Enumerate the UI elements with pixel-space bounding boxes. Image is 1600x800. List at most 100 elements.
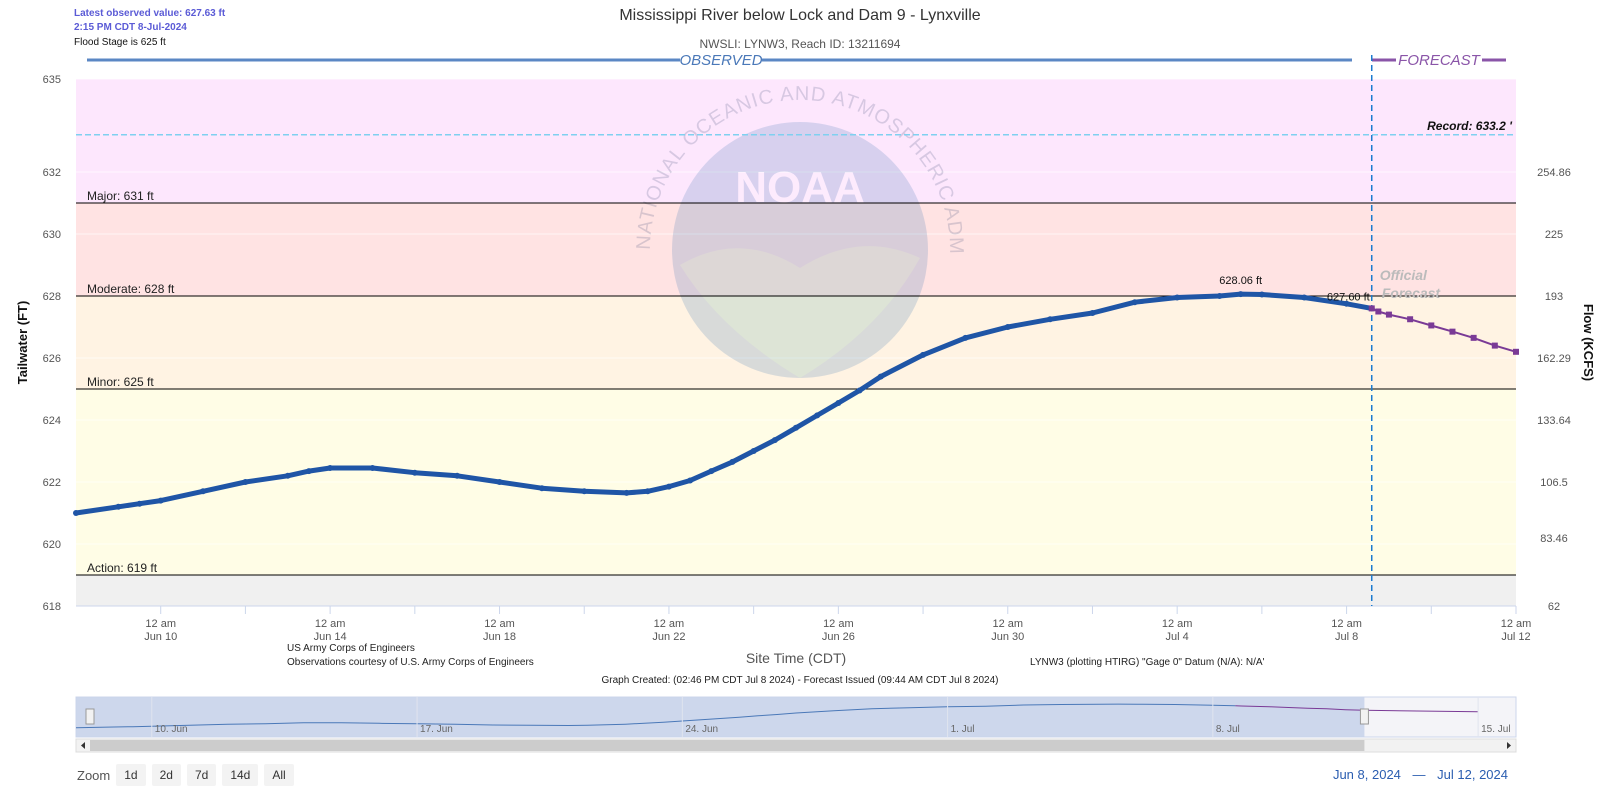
observed-point [1237, 291, 1244, 298]
zoom-bar: Zoom 1d 2d 7d 14d All [77, 764, 294, 786]
observed-point [708, 468, 715, 475]
x-axis-title: Site Time (CDT) [746, 650, 846, 666]
y-tick-label: 632 [43, 167, 61, 179]
observed-point [454, 472, 461, 479]
navigator-right-handle[interactable] [1359, 708, 1369, 725]
latest-time-text: 2:15 PM CDT 8-Jul-2024 [74, 22, 187, 33]
watermark-circle [672, 122, 928, 378]
y-tick-label: 620 [43, 539, 61, 551]
scroll-left-arrow-icon [81, 742, 85, 749]
credit-observations: Observations courtesy of U.S. Army Corps… [287, 657, 534, 668]
y-axis-title-left: Tailwater (FT) [15, 301, 30, 385]
observed-point [1301, 294, 1308, 301]
navigator-selection [76, 697, 1365, 737]
observed-point [856, 387, 863, 394]
latest-value-label: 627.60 ft [1327, 291, 1370, 303]
observed-point [877, 373, 884, 380]
forecast-point [1491, 342, 1498, 349]
observed-point [305, 468, 312, 475]
official-forecast-label: Official [1380, 267, 1428, 283]
y-tick-label: 635 [43, 74, 61, 86]
y2-tick-label: 106.5 [1540, 477, 1568, 489]
x-tick-label: 12 am [315, 618, 346, 630]
observed-point [200, 488, 207, 495]
x-tick-label: Jul 12 [1501, 631, 1530, 643]
navigator-left-handle[interactable] [85, 708, 95, 725]
navigator-label: 10. Jun [155, 724, 188, 735]
zoom-14d-button[interactable]: 14d [222, 764, 259, 786]
x-tick-label: 12 am [1501, 618, 1532, 630]
x-tick-label: 12 am [654, 618, 685, 630]
observed-point [1047, 316, 1054, 323]
x-tick-label: Jun 18 [483, 631, 516, 643]
flood-stage-text: Flood Stage is 625 ft [74, 37, 166, 48]
x-tick-label: Jun 10 [144, 631, 177, 643]
zoom-label: Zoom [77, 767, 111, 783]
navigator-label: 8. Jul [1216, 724, 1240, 735]
zoom-2d-button[interactable]: 2d [151, 764, 181, 786]
observed-point [1258, 291, 1265, 298]
forecast-point [1407, 316, 1414, 323]
observed-point [920, 351, 927, 358]
x-tick-label: 12 am [992, 618, 1023, 630]
observed-point [1089, 310, 1096, 317]
forecast-point [1513, 348, 1519, 355]
y2-tick-label: 254.86 [1537, 167, 1571, 179]
forecast-point [1449, 328, 1456, 335]
navigator-label: 24. Jun [685, 724, 718, 735]
scroll-right-arrow-icon [1507, 742, 1511, 749]
observed-point [962, 334, 969, 341]
observed-point [1004, 324, 1011, 330]
max-value-label: 628.06 ft [1219, 275, 1262, 287]
x-tick-label: 12 am [1331, 618, 1362, 630]
x-tick-label: 12 am [145, 618, 176, 630]
navigator-forecast-line [1235, 705, 1479, 713]
observed-point [538, 485, 545, 492]
observed-point [327, 465, 334, 472]
x-tick-label: 12 am [484, 618, 515, 630]
forecast-point [1375, 308, 1382, 315]
observed-header: OBSERVED [679, 52, 762, 69]
y-tick-label: 624 [43, 415, 61, 427]
range-from[interactable]: Jun 8, 2024 [1332, 767, 1401, 782]
range-separator: — [1412, 767, 1426, 782]
observed-point [793, 424, 799, 431]
navigator-label: 1. Jul [951, 724, 975, 735]
observed-point [73, 510, 79, 516]
y2-tick-label: 62 [1548, 601, 1560, 613]
forecast-point [1470, 334, 1477, 341]
zoom-7d-button[interactable]: 7d [186, 764, 217, 786]
forecast-point [1368, 305, 1375, 312]
observed-point [369, 465, 376, 472]
navigator-observed-line [75, 703, 1236, 729]
observed-point [1131, 299, 1138, 306]
latest-value-text: Latest observed value: 627.63 ft [74, 8, 226, 19]
x-tick-label: Jul 8 [1335, 631, 1358, 643]
y-tick-label: 626 [43, 353, 61, 365]
observed-point [1174, 294, 1181, 301]
official-forecast-label: Forecast [1382, 285, 1442, 301]
chart-subtitle: NWSLI: LYNW3, Reach ID: 13211694 [699, 37, 901, 51]
y2-tick-label: 162.29 [1537, 353, 1571, 365]
band-major [76, 203, 1516, 296]
zoom-1d-button[interactable]: 1d [116, 764, 146, 786]
x-tick-label: Jul 4 [1166, 631, 1189, 643]
watermark-gull [680, 246, 920, 378]
forecast-header: FORECAST [1398, 52, 1482, 69]
x-tick-label: Jun 30 [991, 631, 1024, 643]
scrollbar-thumb[interactable] [90, 740, 1365, 751]
observed-point [835, 399, 842, 406]
observed-point [623, 489, 630, 496]
forecast-point [1385, 311, 1392, 318]
observed-point [814, 412, 821, 419]
observed-point [496, 479, 503, 485]
observed-point [665, 483, 672, 490]
zoom-all-button[interactable]: All [264, 764, 294, 786]
datum-note: LYNW3 (plotting HTIRG) "Gage 0" Datum (N… [1030, 657, 1265, 668]
observed-point [1343, 300, 1350, 307]
observed-point [1216, 293, 1223, 299]
range-to[interactable]: Jul 12, 2024 [1437, 767, 1508, 782]
observed-point [581, 488, 588, 495]
y-tick-label: 630 [43, 229, 61, 241]
